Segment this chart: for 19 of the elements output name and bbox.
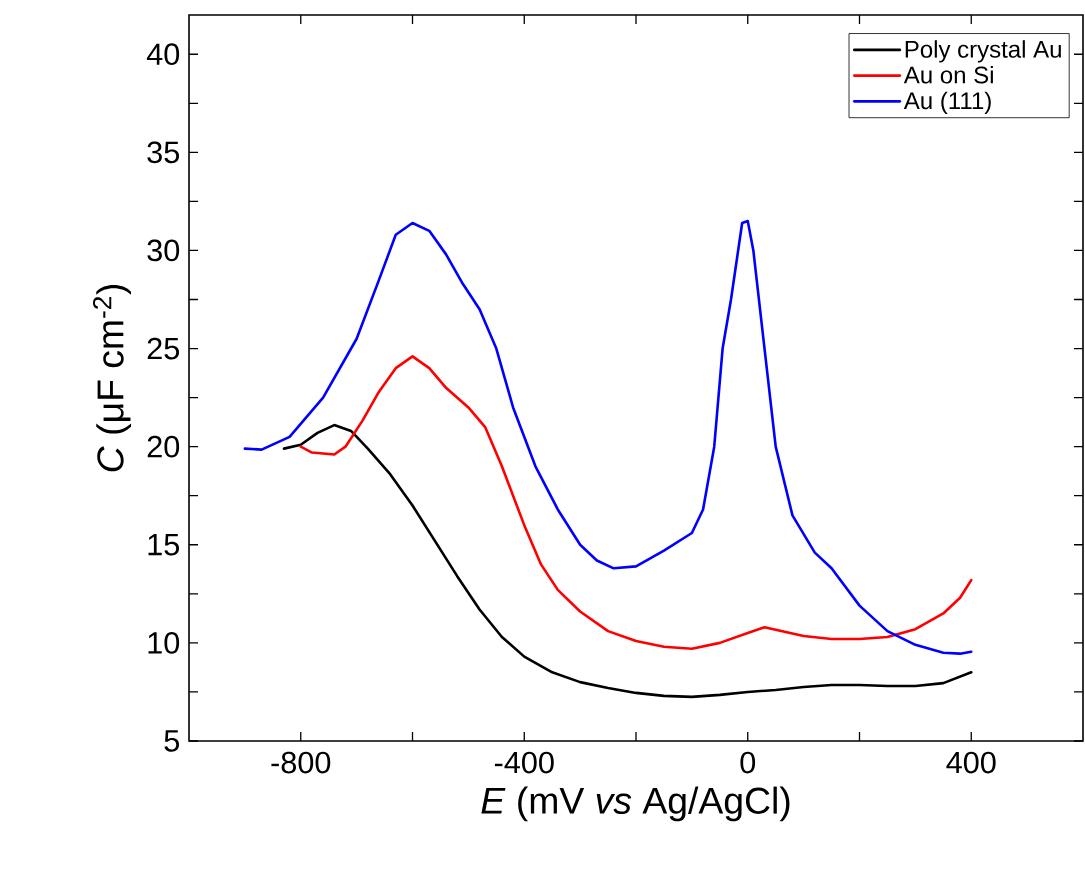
x-tick-label: 400	[946, 751, 996, 774]
y-axis-title: C (μF cm$^{-2}$)	[93, 284, 132, 472]
legend-label: Poly crystal Au	[905, 40, 1061, 63]
y-tick-label: 5	[164, 730, 180, 752]
x-tick-label: -400	[494, 751, 554, 774]
y-tick-label: 25	[147, 337, 179, 360]
y-tick-label: 10	[148, 632, 180, 654]
x-tick-label: 0	[740, 751, 756, 774]
x-axis-title: E (mV vs Ag/AgCl)	[481, 786, 790, 822]
y-tick-label: 30	[147, 239, 180, 262]
legend-label: Au (111)	[903, 91, 991, 115]
line-series	[299, 355, 973, 651]
line-series	[243, 219, 973, 655]
y-tick-label: 20	[147, 435, 180, 458]
x-tick-label: -800	[271, 751, 331, 774]
y-tick-label: 40	[146, 43, 180, 66]
y-tick-label: 35	[147, 141, 179, 164]
y-tick-label: 15	[148, 534, 179, 556]
legend-label: Au on Si	[903, 65, 993, 84]
